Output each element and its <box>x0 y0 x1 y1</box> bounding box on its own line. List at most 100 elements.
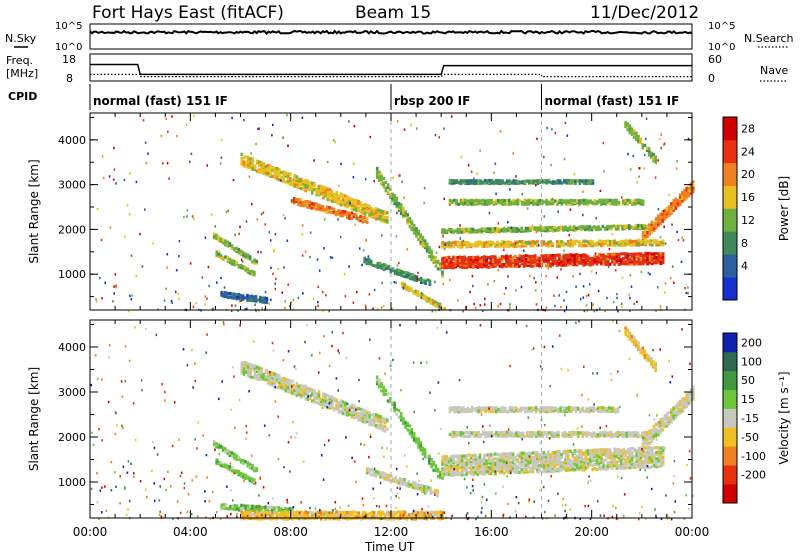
data-cell <box>251 506 254 510</box>
data-cell <box>611 240 614 244</box>
data-cell <box>489 230 493 234</box>
data-cell <box>570 430 573 434</box>
data-cell <box>443 465 446 469</box>
data-cell <box>311 187 314 191</box>
data-cell <box>480 470 484 474</box>
data-cell <box>627 431 631 435</box>
data-cell <box>524 226 528 230</box>
data-cell <box>452 241 455 245</box>
data-cell <box>500 458 504 463</box>
data-cell <box>600 460 603 465</box>
data-cell <box>551 202 555 206</box>
data-cell <box>324 392 327 396</box>
data-cell <box>231 507 234 511</box>
data-cell <box>226 449 229 453</box>
data-cell <box>239 460 243 464</box>
data-cell <box>560 240 563 244</box>
data-cell <box>659 464 663 468</box>
data-cell <box>397 202 401 206</box>
data-cell <box>480 244 484 248</box>
data-cell <box>399 206 403 210</box>
data-cell <box>648 455 652 459</box>
data-cell <box>491 457 495 461</box>
data-cell <box>614 431 618 435</box>
data-cell <box>251 159 255 163</box>
data-point <box>593 228 595 231</box>
noise-tick-bottom-left: 10^0 <box>55 42 82 53</box>
data-cell <box>489 453 493 457</box>
data-cell <box>456 261 460 265</box>
data-cell <box>463 462 466 466</box>
data-cell <box>476 255 480 259</box>
data-cell <box>344 202 347 206</box>
data-cell <box>284 387 288 391</box>
data-point <box>257 127 259 131</box>
data-cell <box>626 122 629 126</box>
data-point <box>681 236 684 239</box>
data-cell <box>620 458 623 462</box>
data-cell <box>595 257 599 261</box>
data-cell <box>582 261 585 265</box>
data-cell <box>304 384 307 388</box>
data-cell <box>237 292 241 297</box>
data-cell <box>470 200 474 204</box>
data-cell <box>611 463 614 467</box>
data-cell <box>425 249 429 253</box>
data-cell <box>551 261 555 265</box>
data-point <box>317 300 319 304</box>
data-cell <box>328 400 332 404</box>
data-cell <box>367 260 371 264</box>
data-cell <box>529 228 532 232</box>
data-cell <box>511 264 515 268</box>
data-cell <box>393 271 397 275</box>
data-cell <box>619 432 622 437</box>
data-cell <box>505 469 508 473</box>
data-cell <box>527 201 531 205</box>
data-cell <box>470 179 474 183</box>
data-cell <box>615 448 619 452</box>
data-cell <box>326 197 330 202</box>
data-cell <box>376 261 380 266</box>
data-cell <box>417 445 420 449</box>
data-point <box>234 304 237 307</box>
data-cell <box>661 460 665 464</box>
data-cell <box>689 189 693 193</box>
data-cell <box>330 405 334 410</box>
data-cell <box>284 383 288 387</box>
data-cell <box>478 453 482 457</box>
data-cell <box>503 463 506 467</box>
data-cell <box>476 242 480 246</box>
data-cell <box>630 202 634 206</box>
data-cell <box>271 174 274 178</box>
data-point <box>115 182 117 185</box>
data-cell <box>372 414 376 418</box>
data-cell <box>474 264 477 268</box>
data-cell <box>224 503 228 507</box>
data-cell <box>410 428 414 432</box>
data-cell <box>322 398 325 402</box>
data-cell <box>452 473 455 477</box>
data-cell <box>558 455 561 459</box>
data-cell <box>641 233 645 237</box>
data-cell <box>551 451 555 455</box>
data-cell <box>414 481 417 485</box>
data-cell <box>624 451 627 456</box>
data-cell <box>525 199 529 203</box>
data-cell <box>558 452 561 456</box>
data-cell <box>514 464 517 469</box>
data-point <box>482 309 484 313</box>
data-point <box>186 215 188 218</box>
data-cell <box>508 179 511 183</box>
data-cell <box>630 200 634 204</box>
data-cell <box>638 434 642 438</box>
data-cell <box>527 456 530 460</box>
data-cell <box>516 458 519 462</box>
data-cell <box>326 195 330 199</box>
data-cell <box>581 431 584 435</box>
data-cell <box>459 406 463 410</box>
data-cell <box>350 216 353 220</box>
data-point <box>362 249 365 252</box>
colorbar-cell <box>723 139 737 164</box>
data-cell <box>547 461 550 465</box>
